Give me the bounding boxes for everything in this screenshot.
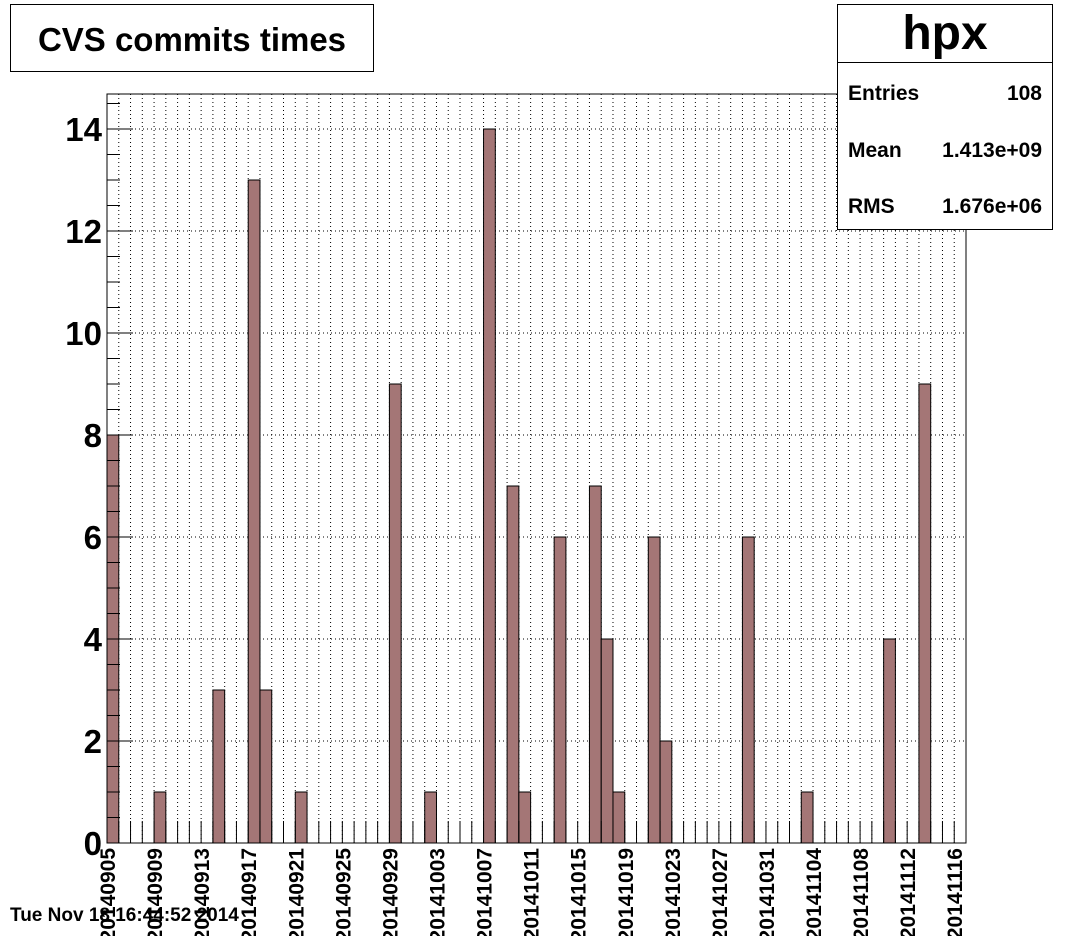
stats-entries-value: 108 [1006, 82, 1042, 105]
chart-title-box: CVS commits times [10, 4, 374, 72]
x-tick-label: 20141108 [850, 848, 873, 936]
stats-mean-label: Mean [848, 139, 902, 162]
y-tick-label: 2 [84, 723, 102, 760]
x-tick-label: 20141027 [709, 848, 732, 936]
x-tick-label: 20141011 [521, 848, 544, 936]
histogram-bar [294, 791, 308, 844]
histogram-name: hpx [838, 5, 1052, 63]
x-tick-label: 20141031 [756, 848, 779, 936]
y-tick-label: 0 [84, 825, 102, 862]
x-tick-label: 20141112 [897, 848, 920, 936]
datestamp: Tue Nov 18 16:44:52 2014 [10, 905, 239, 926]
x-tick-label: 20140925 [332, 848, 355, 936]
x-tick-label: 20141116 [944, 848, 967, 936]
x-tick-label: 20141104 [803, 848, 826, 936]
x-tick-label: 20141019 [615, 848, 638, 936]
histogram-bar [388, 383, 402, 844]
histogram-bar [883, 638, 896, 844]
histogram-bar [247, 179, 261, 844]
x-tick-label: 20140905 [97, 848, 120, 936]
y-tick-label: 6 [84, 519, 102, 556]
histogram-bar [588, 485, 602, 844]
histogram-bar [659, 740, 673, 844]
stats-mean-value: 1.413e+09 [942, 139, 1042, 162]
stats-box: hpx Entries 108 Mean 1.413e+09 RMS 1.676… [837, 4, 1053, 230]
x-tick-label: 20141015 [568, 848, 591, 936]
histogram-bar [259, 689, 273, 844]
y-tick-label: 8 [84, 417, 102, 454]
histogram-bar [647, 536, 661, 844]
x-tick-label: 20141003 [426, 848, 449, 936]
y-tick-label: 10 [65, 315, 102, 352]
histogram-bar [612, 791, 626, 844]
x-tick-label: 20140917 [238, 848, 261, 936]
plot-frame [106, 93, 967, 844]
x-tick-label: 20140929 [379, 848, 402, 936]
x-tick-label: 20141023 [662, 848, 685, 936]
x-axis-labels: 20140905 20140909 20140913 20140917 20140921… [97, 848, 967, 936]
y-tick-label: 12 [65, 213, 102, 250]
histogram-bars [106, 128, 932, 844]
x-tick-label: 20140909 [144, 848, 167, 936]
histogram-bar [600, 638, 614, 844]
axis-ticks [106, 103, 967, 844]
stats-rms-label: RMS [848, 195, 895, 218]
stats-entries-row: Entries 108 [848, 79, 1042, 109]
stats-rms-value: 1.676e+06 [942, 195, 1042, 218]
histogram-bar [424, 791, 437, 844]
stats-rms-row: RMS 1.676e+06 [848, 192, 1042, 222]
histogram-bar [483, 128, 496, 844]
histogram-bar [153, 791, 167, 844]
histogram-bar [506, 485, 520, 844]
x-tick-label: 20140913 [191, 848, 214, 936]
x-tick-label: 20140921 [285, 848, 308, 936]
histogram-bar [741, 536, 755, 844]
histogram-bar [212, 689, 226, 844]
y-tick-label: 4 [84, 621, 103, 658]
histogram-bar [800, 791, 814, 844]
x-tick-label: 20141007 [474, 848, 497, 936]
stats-mean-row: Mean 1.413e+09 [848, 136, 1042, 166]
histogram-bar [518, 791, 532, 844]
histogram-bar [918, 383, 932, 844]
histogram-bar [553, 536, 567, 844]
chart-title: CVS commits times [37, 21, 347, 58]
stats-entries-label: Entries [848, 82, 920, 105]
y-axis-labels: 0 2 4 6 8 10 12 14 [65, 111, 102, 862]
y-tick-label: 14 [65, 111, 102, 148]
